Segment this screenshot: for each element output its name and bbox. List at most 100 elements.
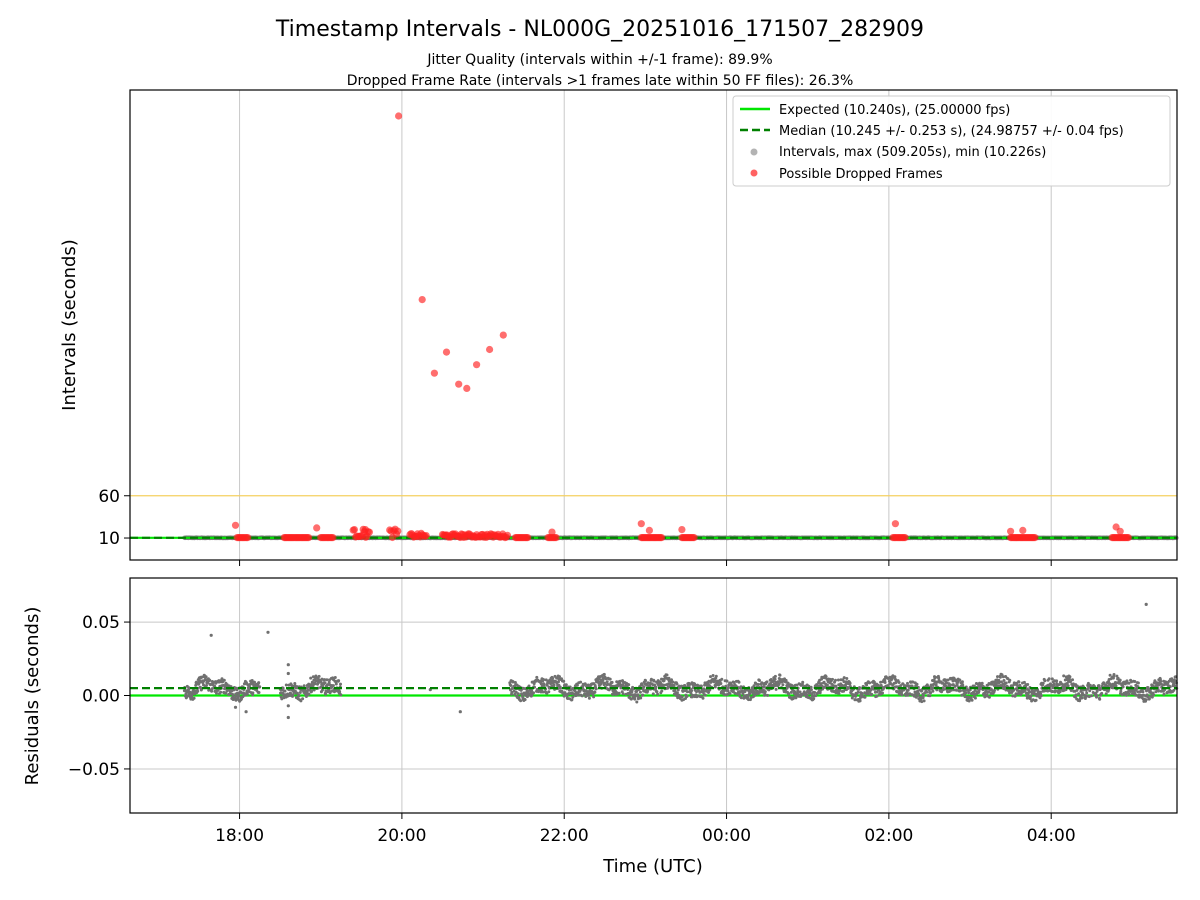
residual-point bbox=[1100, 684, 1104, 688]
residual-point bbox=[865, 683, 869, 687]
residual-point bbox=[946, 678, 950, 682]
dropped-frame-point bbox=[503, 531, 511, 539]
residual-point bbox=[551, 677, 555, 680]
residual-point bbox=[728, 692, 732, 696]
dropped-frame-point bbox=[1124, 534, 1132, 542]
residual-point bbox=[1012, 688, 1016, 692]
dropped-frame-point bbox=[430, 369, 438, 377]
residual-point bbox=[921, 694, 925, 698]
residual-point bbox=[286, 704, 290, 708]
residual-point bbox=[1154, 690, 1158, 694]
dropped-frame-point bbox=[690, 534, 698, 542]
residual-point bbox=[726, 686, 730, 690]
residual-point bbox=[1001, 675, 1005, 679]
residual-point bbox=[645, 683, 649, 687]
residual-point bbox=[685, 690, 689, 694]
residual-point bbox=[301, 697, 305, 701]
residual-point bbox=[570, 698, 574, 702]
residual-point bbox=[713, 685, 717, 689]
residual-point bbox=[651, 692, 655, 696]
residual-point bbox=[787, 692, 791, 696]
residual-point bbox=[690, 689, 694, 693]
residual-point bbox=[1038, 696, 1042, 700]
dropped-frame-point bbox=[395, 112, 403, 120]
dropped-frame-point bbox=[455, 380, 463, 388]
residual-point bbox=[1054, 689, 1058, 693]
residual-point bbox=[1060, 682, 1064, 686]
x-tick-label: 18:00 bbox=[215, 826, 264, 846]
residual-point bbox=[509, 684, 513, 687]
residual-point bbox=[323, 678, 327, 682]
legend-intervals-label: Intervals, max (509.205s), min (10.226s) bbox=[779, 145, 1046, 160]
residual-point bbox=[725, 679, 729, 683]
dropped-frame-point bbox=[1019, 526, 1027, 535]
residual-point bbox=[215, 691, 218, 695]
residual-point bbox=[510, 690, 514, 694]
residual-point bbox=[937, 676, 941, 680]
residual-point bbox=[1098, 697, 1102, 701]
residual-point bbox=[685, 694, 689, 698]
residual-point bbox=[1144, 602, 1148, 607]
x-tick-label: 02:00 bbox=[864, 826, 913, 846]
residual-point bbox=[190, 693, 194, 697]
residual-point bbox=[608, 677, 612, 681]
dropped-frame-point bbox=[422, 532, 430, 540]
residual-point bbox=[1034, 698, 1038, 702]
residual-point bbox=[1025, 694, 1029, 698]
residual-point bbox=[602, 672, 606, 676]
residual-point bbox=[920, 700, 924, 704]
residual-point bbox=[648, 684, 652, 688]
residual-point bbox=[311, 675, 315, 679]
residual-point bbox=[298, 691, 302, 694]
residual-point bbox=[286, 671, 290, 676]
residual-point bbox=[552, 683, 556, 687]
residual-point bbox=[701, 696, 705, 700]
residual-point bbox=[763, 690, 767, 694]
residual-point bbox=[1066, 684, 1070, 688]
residual-point bbox=[702, 689, 706, 693]
residual-point bbox=[1095, 694, 1099, 697]
residual-point bbox=[1011, 694, 1015, 698]
dropped-frame-point bbox=[678, 526, 686, 534]
residual-point bbox=[795, 683, 799, 687]
residual-point bbox=[980, 681, 984, 685]
residual-point bbox=[1121, 685, 1125, 689]
residual-point bbox=[680, 695, 684, 699]
residual-point bbox=[253, 680, 256, 684]
residual-point bbox=[906, 681, 909, 685]
residual-point bbox=[1172, 681, 1176, 685]
residual-point bbox=[789, 690, 793, 694]
residual-point bbox=[842, 680, 846, 684]
residual-point bbox=[305, 686, 309, 690]
residual-point bbox=[523, 698, 527, 702]
residual-point bbox=[245, 692, 249, 696]
residual-point bbox=[224, 691, 228, 695]
residual-point bbox=[286, 663, 290, 667]
residual-point bbox=[883, 681, 887, 684]
intervals-ylabel: Intervals (seconds) bbox=[59, 239, 80, 411]
residual-point bbox=[688, 682, 692, 686]
residual-point bbox=[583, 692, 587, 696]
residual-point bbox=[719, 682, 723, 685]
residual-point bbox=[897, 681, 901, 684]
residual-point bbox=[286, 715, 290, 720]
residual-point bbox=[592, 695, 596, 699]
residual-point bbox=[793, 690, 797, 694]
residual-point bbox=[575, 683, 579, 687]
x-tick-label: 22:00 bbox=[540, 826, 589, 846]
residual-point bbox=[929, 691, 933, 695]
residuals-ylabel: Residuals (seconds) bbox=[22, 607, 43, 786]
residual-point bbox=[792, 695, 796, 699]
residual-point bbox=[244, 710, 248, 714]
residual-point bbox=[726, 689, 730, 693]
residual-point bbox=[192, 696, 196, 700]
residual-point bbox=[964, 691, 968, 695]
residual-point bbox=[922, 699, 926, 703]
residual-point bbox=[724, 684, 728, 688]
residual-point bbox=[766, 693, 770, 697]
residual-point bbox=[205, 684, 208, 687]
residual-point bbox=[973, 696, 977, 700]
residual-point bbox=[866, 692, 870, 696]
residual-point bbox=[1100, 691, 1104, 695]
